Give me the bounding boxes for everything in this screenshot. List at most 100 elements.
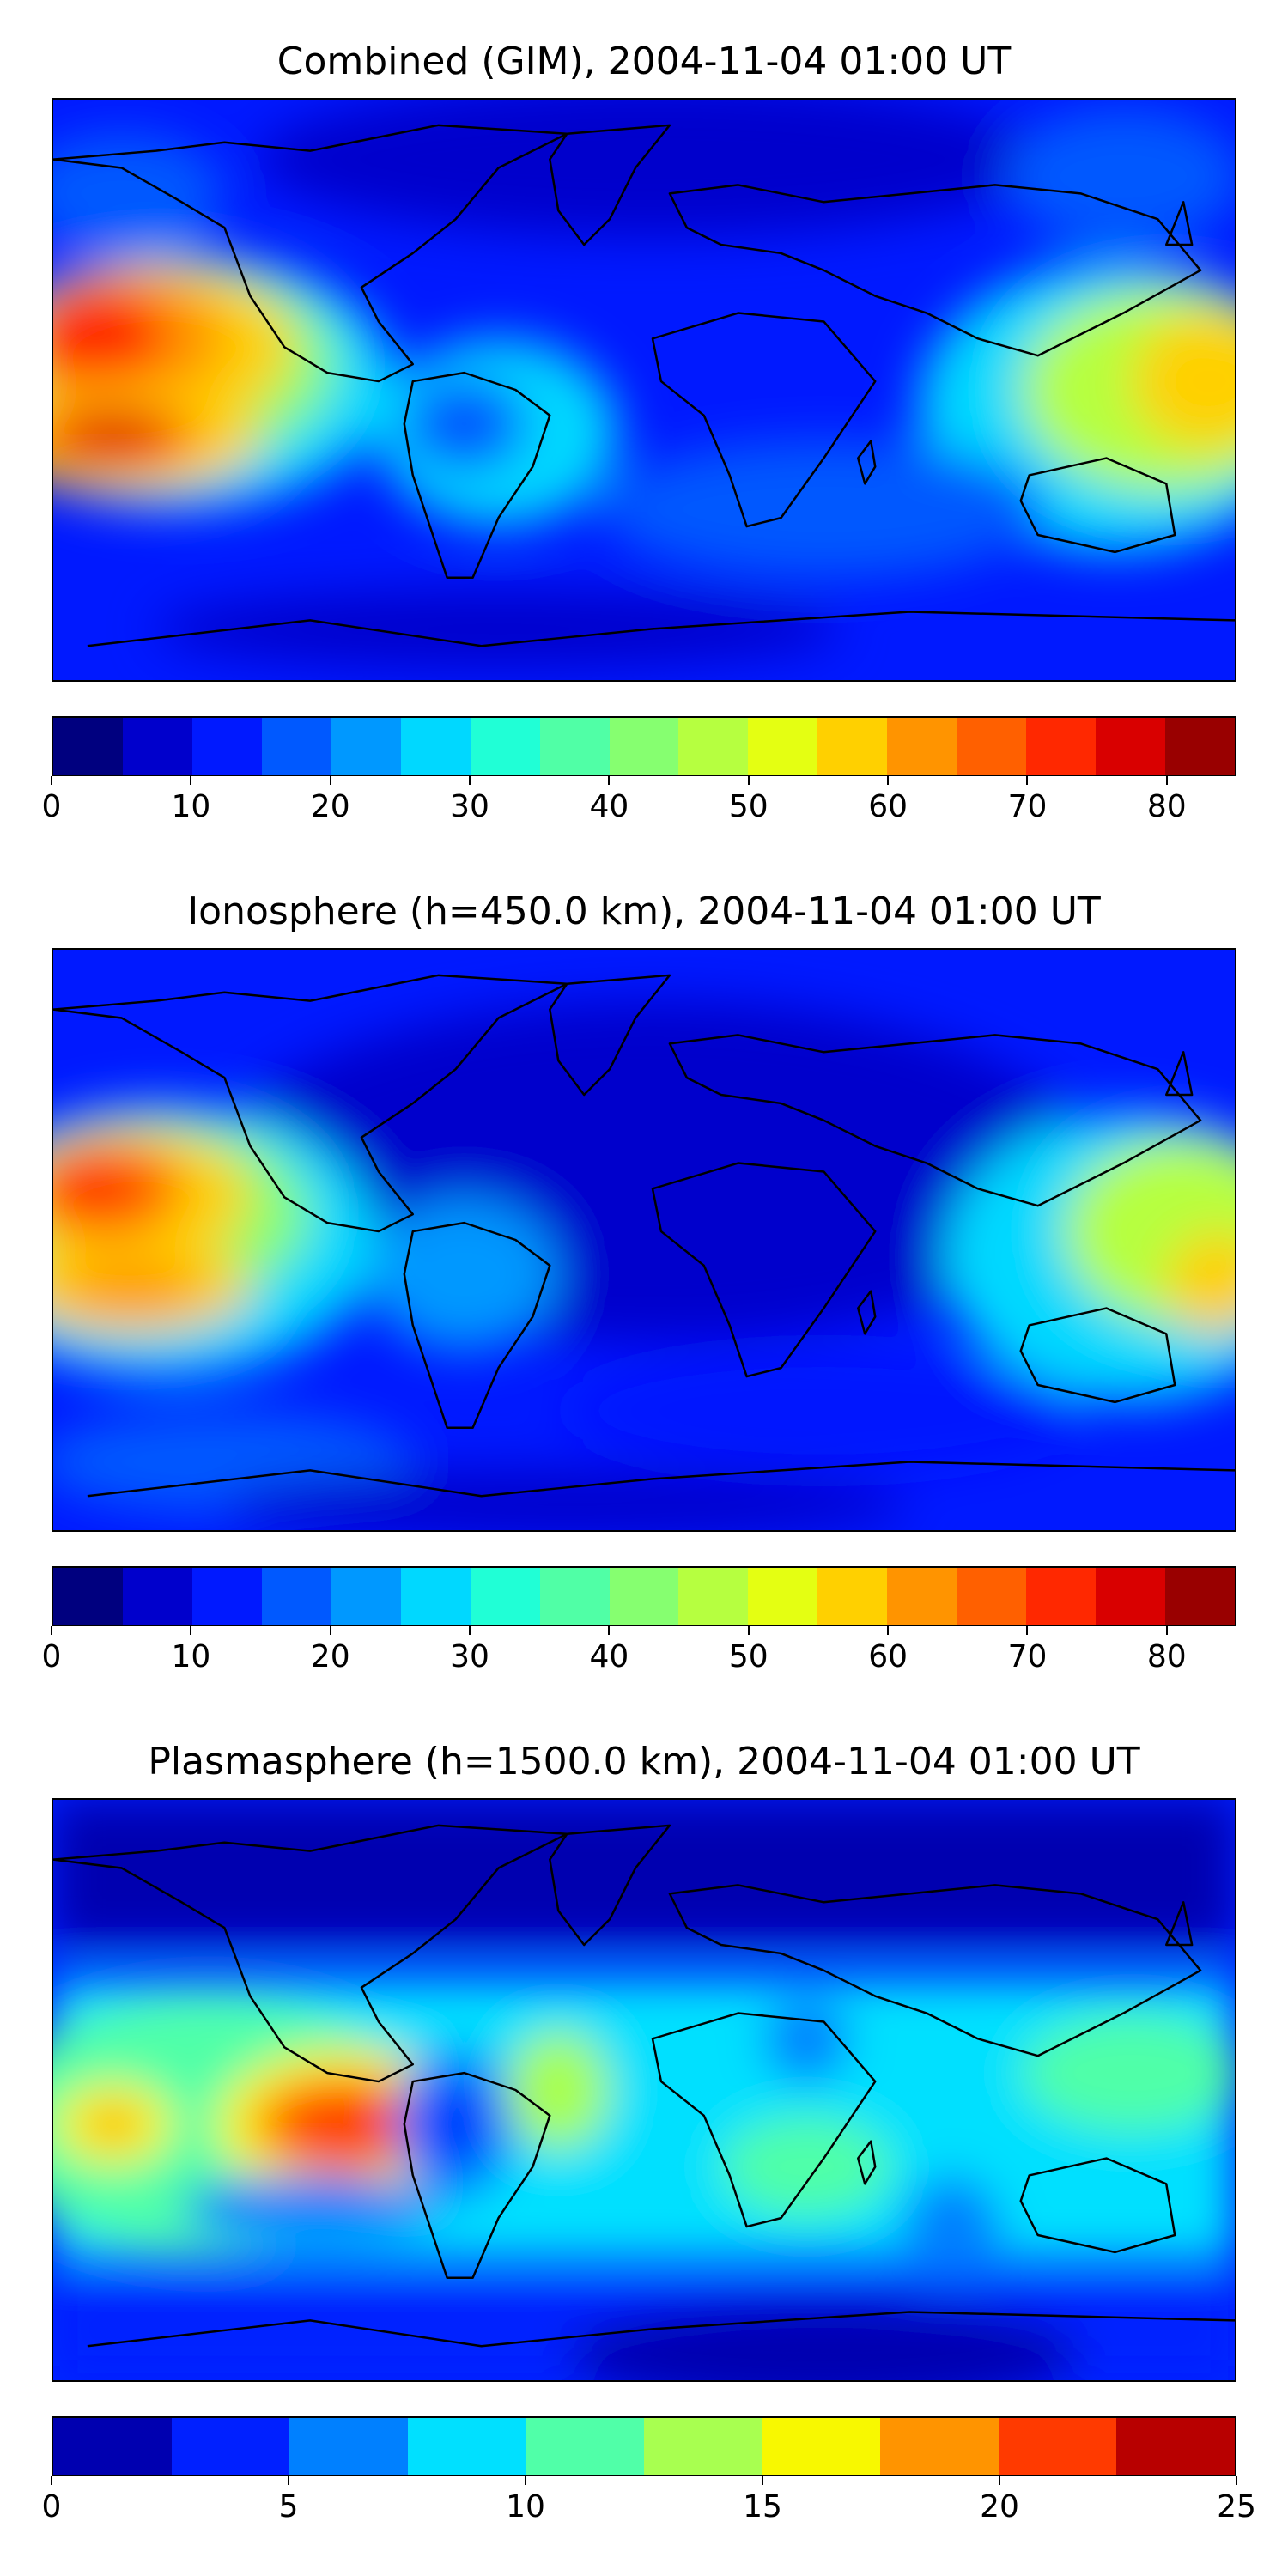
colorbar-combined [52, 716, 1236, 776]
colorbar-tick-label: 80 [1146, 1639, 1187, 1674]
colorbar-segment [998, 2418, 1117, 2475]
colorbar-tick-label: 70 [1007, 789, 1048, 824]
colorbar-tick-label: 30 [450, 1639, 489, 1674]
colorbar-segment [1165, 718, 1235, 775]
colorbar-tick [1026, 1626, 1029, 1635]
colorbar-segment [122, 1568, 192, 1625]
colorbar-segment [191, 718, 262, 775]
colorbar-tick [329, 1626, 331, 1635]
panel-title-plasmasphere: Plasmasphere (h=1500.0 km), 2004-11-04 0… [148, 1740, 1140, 1783]
colorbar-segment [53, 1568, 123, 1625]
panel-title-combined: Combined (GIM), 2004-11-04 01:00 UT [276, 39, 1012, 83]
colorbar-segment [1116, 2418, 1235, 2475]
panel-title-ionosphere: Ionosphere (h=450.0 km), 2004-11-04 01:0… [187, 890, 1101, 933]
colorbar-segment [678, 1568, 749, 1625]
colorbar-tick [288, 2476, 289, 2485]
colorbar-segment [470, 1568, 540, 1625]
colorbar-segment [539, 1568, 610, 1625]
colorbar-ticks-ionosphere: 0 10 20 30 40 50 60 70 80 [42, 1626, 1236, 1678]
colorbar-tick-label: 70 [1007, 1639, 1048, 1674]
colorbar-tick [525, 2476, 526, 2485]
colorbar-tick [608, 776, 611, 785]
colorbar-tick [747, 776, 750, 785]
colorbar-segment [1026, 1568, 1097, 1625]
colorbar-tick-label: 20 [980, 2489, 1019, 2524]
colorbar-tick [608, 1626, 611, 1635]
colorbar-tick-label: 60 [868, 789, 908, 824]
map-combined [52, 98, 1236, 682]
colorbar-segment [609, 718, 679, 775]
colorbar-tick-label: 5 [278, 2489, 299, 2524]
colorbar-segment [400, 718, 471, 775]
colorbar-tick [51, 1626, 52, 1635]
colorbar-tick-label: 0 [41, 1639, 62, 1674]
colorbar-tick-label: 10 [171, 789, 211, 824]
colorbar-tick-label: 30 [450, 789, 489, 824]
colorbar-ticks-plasmasphere: 0 5 10 15 20 25 [42, 2476, 1256, 2528]
colorbar-tick-label: 25 [1217, 2489, 1256, 2524]
colorbar-segment [748, 718, 818, 775]
colorbar-segment [817, 718, 888, 775]
colorbar-segment [887, 718, 957, 775]
colorbar-tick-label: 10 [506, 2489, 545, 2524]
colorbar-tick [1165, 776, 1168, 785]
colorbar-segment [53, 718, 123, 775]
colorbar-segment [762, 2418, 881, 2475]
colorbar-segment [261, 718, 331, 775]
colorbar-segment [678, 718, 749, 775]
colorbar-tick-label: 50 [728, 789, 769, 824]
colorbar-tick-label: 60 [868, 1639, 908, 1674]
colorbar-tick [762, 2476, 763, 2485]
colorbar-tick [51, 2476, 52, 2485]
colorbar-tick-label: 20 [310, 1639, 350, 1674]
colorbar-segment [957, 1568, 1027, 1625]
colorbar-segment [748, 1568, 818, 1625]
colorbar-segment [122, 718, 192, 775]
colorbar-segment [261, 1568, 331, 1625]
colorbar-ticks-combined: 0 10 20 30 40 50 60 70 80 [42, 776, 1236, 828]
colorbar-segment [817, 1568, 888, 1625]
colorbar-segment [331, 1568, 401, 1625]
colorbar-segment [289, 2418, 408, 2475]
colorbar-tick [51, 776, 52, 785]
colorbar-segment [171, 2418, 290, 2475]
colorbar-segment [643, 2418, 762, 2475]
colorbar-segment [1096, 718, 1165, 775]
colorbar-segment [400, 1568, 471, 1625]
colorbar-tick [329, 776, 331, 785]
colorbar-tick-label: 0 [41, 789, 62, 824]
colorbar-segment [470, 718, 540, 775]
colorbar-ionosphere [52, 1566, 1236, 1626]
colorbar-segment [957, 718, 1027, 775]
colorbar-segment [609, 1568, 679, 1625]
colorbar-tick-label: 15 [743, 2489, 782, 2524]
colorbar-tick [1026, 776, 1029, 785]
colorbar-tick [469, 1626, 471, 1635]
colorbar-segment [1026, 718, 1097, 775]
colorbar-tick [190, 776, 192, 785]
colorbar-segment [539, 718, 610, 775]
colorbar-tick [999, 2476, 1000, 2485]
colorbar-tick [1165, 1626, 1168, 1635]
colorbar-tick [887, 776, 890, 785]
colorbar-tick [190, 1626, 192, 1635]
colorbar-tick-label: 10 [171, 1639, 211, 1674]
colorbar-tick-label: 50 [728, 1639, 769, 1674]
colorbar-plasmasphere [52, 2416, 1236, 2476]
colorbar-segment [880, 2418, 999, 2475]
colorbar-segment [887, 1568, 957, 1625]
colorbar-tick [469, 776, 471, 785]
colorbar-segment [407, 2418, 526, 2475]
colorbar-segment [1096, 1568, 1165, 1625]
colorbar-tick [1236, 2476, 1237, 2485]
colorbar-tick [887, 1626, 890, 1635]
colorbar-tick-label: 40 [589, 789, 629, 824]
colorbar-segment [191, 1568, 262, 1625]
map-plasmasphere [52, 1798, 1236, 2382]
colorbar-segment [1165, 1568, 1235, 1625]
colorbar-segment [53, 2418, 172, 2475]
colorbar-segment [331, 718, 401, 775]
colorbar-tick [747, 1626, 750, 1635]
coastlines [53, 124, 1235, 647]
colorbar-tick-label: 80 [1146, 789, 1187, 824]
